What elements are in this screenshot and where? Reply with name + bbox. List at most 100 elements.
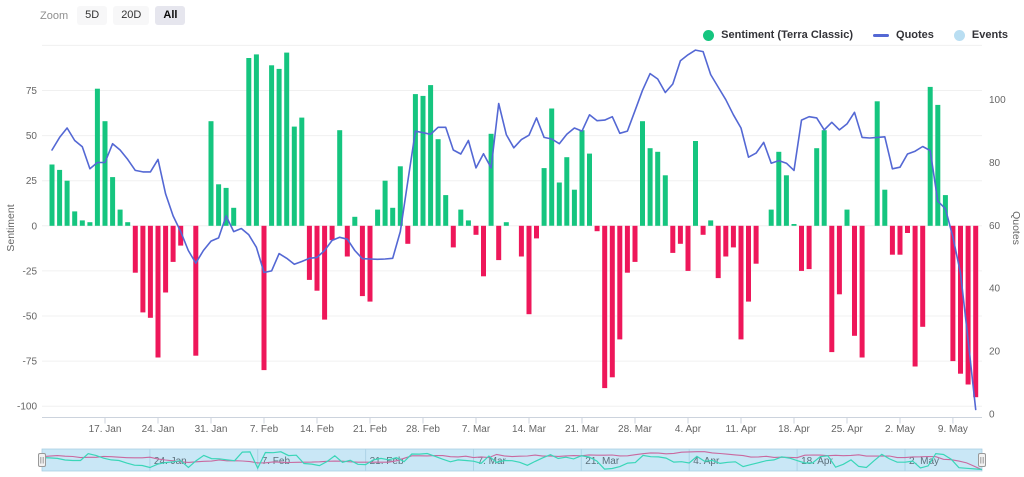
sentiment-bar[interactable] bbox=[155, 225, 161, 358]
sentiment-bar[interactable] bbox=[231, 207, 237, 226]
sentiment-bar[interactable] bbox=[170, 225, 176, 262]
sentiment-bar[interactable] bbox=[375, 209, 381, 226]
sentiment-bar[interactable] bbox=[140, 225, 146, 313]
sentiment-bar[interactable] bbox=[655, 151, 661, 226]
sentiment-bar[interactable] bbox=[723, 225, 729, 257]
sentiment-bar[interactable] bbox=[753, 225, 759, 264]
sentiment-bar[interactable] bbox=[564, 157, 570, 226]
sentiment-bar[interactable] bbox=[549, 108, 555, 226]
sentiment-bar[interactable] bbox=[836, 225, 842, 295]
sentiment-bar[interactable] bbox=[87, 222, 93, 226]
sentiment-bar[interactable] bbox=[57, 169, 63, 226]
sentiment-bar[interactable] bbox=[329, 225, 335, 241]
sentiment-bar[interactable] bbox=[269, 65, 275, 226]
sentiment-bar[interactable] bbox=[322, 225, 328, 320]
sentiment-bar[interactable] bbox=[670, 225, 676, 253]
sentiment-bar[interactable] bbox=[708, 220, 714, 226]
sentiment-bar[interactable] bbox=[193, 225, 199, 356]
sentiment-bar[interactable] bbox=[473, 225, 479, 235]
sentiment-bar[interactable] bbox=[344, 225, 350, 257]
sentiment-bar[interactable] bbox=[814, 148, 820, 226]
sentiment-bar[interactable] bbox=[72, 211, 78, 226]
sentiment-bar[interactable] bbox=[94, 88, 100, 226]
sentiment-bar[interactable] bbox=[715, 225, 721, 279]
sentiment-bar[interactable] bbox=[526, 225, 532, 315]
sentiment-bar[interactable] bbox=[640, 121, 645, 226]
sentiment-bar[interactable] bbox=[503, 222, 509, 226]
sentiment-bar[interactable] bbox=[806, 225, 812, 270]
sentiment-bar[interactable] bbox=[927, 86, 933, 226]
sentiment-bar[interactable] bbox=[284, 52, 290, 226]
sentiment-bar[interactable] bbox=[420, 95, 426, 226]
sentiment-bar[interactable] bbox=[132, 225, 138, 273]
sentiment-bar[interactable] bbox=[110, 177, 116, 226]
sentiment-bar[interactable] bbox=[64, 180, 70, 226]
sentiment-bar[interactable] bbox=[662, 175, 668, 226]
sentiment-bar[interactable] bbox=[693, 141, 698, 226]
quotes-line[interactable] bbox=[51, 49, 977, 411]
sentiment-bar[interactable] bbox=[746, 225, 751, 302]
sentiment-bar[interactable] bbox=[889, 225, 895, 255]
sentiment-bar[interactable] bbox=[314, 225, 320, 291]
sentiment-bar[interactable] bbox=[299, 117, 305, 226]
sentiment-bar[interactable] bbox=[912, 225, 918, 367]
sentiment-bar[interactable] bbox=[488, 133, 494, 226]
sentiment-bar[interactable] bbox=[397, 166, 403, 226]
sentiment-bar[interactable] bbox=[958, 225, 963, 374]
sentiment-bar[interactable] bbox=[352, 216, 358, 226]
sentiment-bar[interactable] bbox=[223, 187, 229, 226]
sentiment-bar[interactable] bbox=[216, 184, 222, 226]
sentiment-bar[interactable] bbox=[973, 225, 979, 398]
sentiment-bar[interactable] bbox=[935, 104, 941, 226]
sentiment-bar[interactable] bbox=[261, 225, 267, 371]
sentiment-bar[interactable] bbox=[481, 225, 486, 277]
legend-item-quotes[interactable]: Quotes bbox=[873, 29, 934, 41]
sentiment-bar[interactable] bbox=[799, 225, 804, 271]
sentiment-bar[interactable] bbox=[587, 153, 592, 226]
sentiment-bar[interactable] bbox=[276, 68, 282, 226]
legend-item-events[interactable]: Events bbox=[953, 29, 1008, 41]
sentiment-bar[interactable] bbox=[768, 209, 774, 226]
sentiment-bar[interactable] bbox=[208, 121, 214, 226]
sentiment-bar[interactable] bbox=[579, 130, 585, 226]
sentiment-bar[interactable] bbox=[730, 225, 736, 248]
sentiment-bar[interactable] bbox=[541, 168, 547, 226]
sentiment-bar[interactable] bbox=[965, 225, 971, 385]
sentiment-bar[interactable] bbox=[412, 94, 418, 226]
sentiment-bar[interactable] bbox=[700, 225, 706, 235]
sentiment-bar[interactable] bbox=[685, 225, 691, 271]
sentiment-bar[interactable] bbox=[390, 207, 396, 226]
sentiment-bar[interactable] bbox=[844, 209, 850, 226]
sentiment-bar[interactable] bbox=[163, 225, 169, 293]
sentiment-bar[interactable] bbox=[450, 225, 456, 248]
zoom-range-all-button[interactable]: All bbox=[155, 6, 186, 25]
sentiment-bar[interactable] bbox=[382, 180, 388, 226]
sentiment-bar[interactable] bbox=[632, 225, 638, 262]
sentiment-bar[interactable] bbox=[677, 225, 683, 244]
sentiment-bar[interactable] bbox=[458, 209, 464, 226]
sentiment-bar[interactable] bbox=[405, 225, 411, 244]
sentiment-bar[interactable] bbox=[609, 225, 615, 378]
sentiment-bar[interactable] bbox=[518, 225, 524, 257]
sentiment-bars[interactable] bbox=[49, 52, 979, 398]
sentiment-bar[interactable] bbox=[617, 225, 623, 340]
sentiment-bar[interactable] bbox=[571, 189, 577, 226]
sentiment-bar[interactable] bbox=[49, 164, 55, 226]
sentiment-bar[interactable] bbox=[624, 225, 630, 273]
sentiment-bar[interactable] bbox=[291, 126, 297, 226]
sentiment-bar[interactable] bbox=[496, 225, 502, 261]
sentiment-bar[interactable] bbox=[359, 225, 365, 297]
zoom-range-20d-button[interactable]: 20D bbox=[113, 6, 150, 25]
sentiment-bar[interactable] bbox=[246, 58, 252, 226]
sentiment-bar[interactable] bbox=[647, 148, 653, 226]
sentiment-bar[interactable] bbox=[428, 85, 434, 226]
sentiment-bar[interactable] bbox=[882, 189, 888, 226]
sentiment-bar[interactable] bbox=[791, 224, 797, 226]
sentiment-bar[interactable] bbox=[783, 175, 789, 226]
sentiment-bar[interactable] bbox=[465, 220, 471, 226]
navigator-handle-left[interactable] bbox=[38, 453, 46, 467]
sentiment-bar[interactable] bbox=[859, 225, 865, 358]
sentiment-bar[interactable] bbox=[79, 220, 85, 226]
legend-item-sentiment[interactable]: Sentiment (Terra Classic) bbox=[703, 29, 853, 41]
sentiment-bar[interactable] bbox=[253, 54, 259, 226]
